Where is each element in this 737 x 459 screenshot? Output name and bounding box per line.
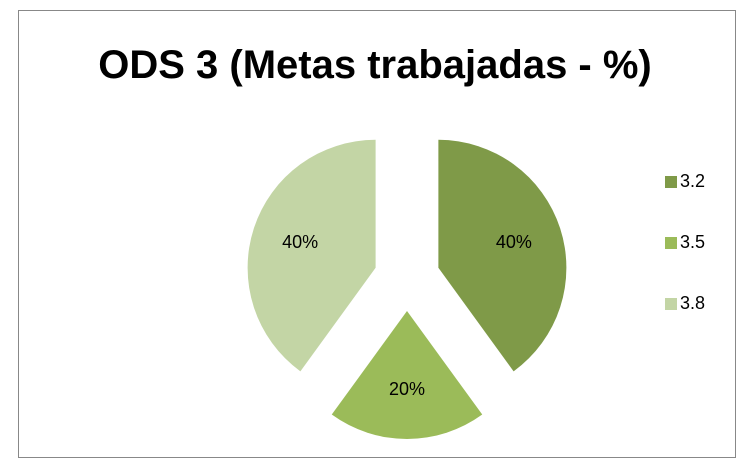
legend-label: 3.2 xyxy=(680,171,705,191)
pie-slice xyxy=(331,311,483,439)
legend-swatch xyxy=(665,176,677,188)
data-label: 40% xyxy=(496,232,532,252)
pie-slice xyxy=(247,139,376,372)
data-label: 40% xyxy=(282,232,318,252)
data-label: 20% xyxy=(389,379,425,399)
legend-label: 3.8 xyxy=(680,293,705,313)
legend-label: 3.5 xyxy=(680,232,705,252)
pie-slice xyxy=(438,139,567,372)
chart-title: ODS 3 (Metas trabajadas - %) xyxy=(98,43,652,87)
legend-swatch xyxy=(665,298,677,310)
legend-swatch xyxy=(665,237,677,249)
